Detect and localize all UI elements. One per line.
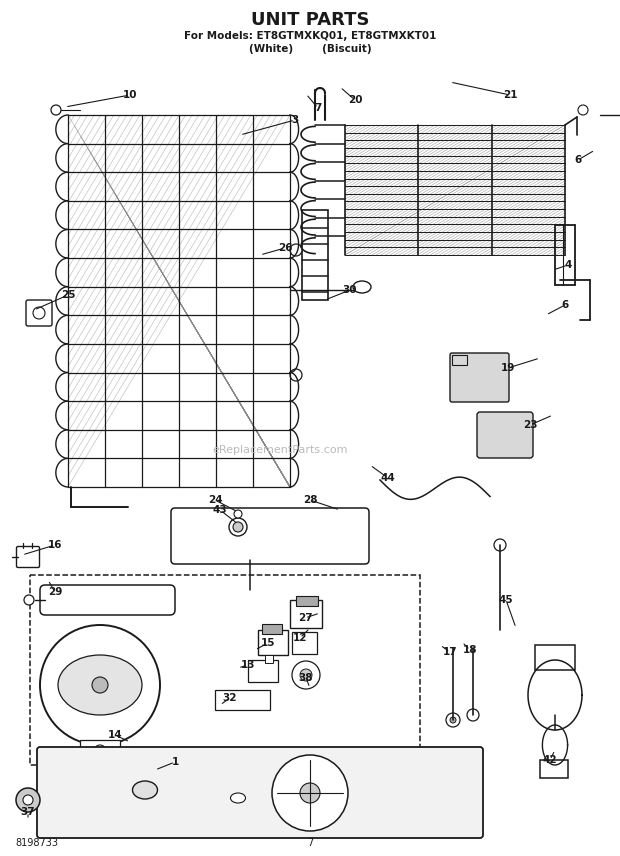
- Text: 29: 29: [48, 587, 62, 597]
- Text: 28: 28: [303, 495, 317, 505]
- Text: 32: 32: [223, 693, 237, 703]
- Circle shape: [23, 795, 33, 805]
- Circle shape: [292, 661, 320, 689]
- Text: 12: 12: [293, 633, 308, 643]
- FancyBboxPatch shape: [477, 412, 533, 458]
- Bar: [296, 596, 318, 606]
- Bar: [262, 624, 282, 634]
- Text: 26: 26: [278, 243, 292, 253]
- FancyBboxPatch shape: [171, 508, 369, 564]
- Ellipse shape: [58, 655, 142, 715]
- Bar: [80, 740, 120, 752]
- Text: 45: 45: [498, 595, 513, 605]
- Text: 8198733: 8198733: [15, 838, 58, 848]
- Text: 13: 13: [241, 660, 255, 670]
- Text: 6: 6: [574, 155, 582, 165]
- Bar: [265, 655, 273, 663]
- Text: 10: 10: [123, 90, 137, 100]
- Text: 24: 24: [208, 495, 223, 505]
- Circle shape: [229, 518, 247, 536]
- Bar: [452, 355, 467, 365]
- Text: 4: 4: [564, 260, 572, 270]
- Text: 7: 7: [314, 103, 322, 113]
- FancyBboxPatch shape: [450, 353, 509, 402]
- Text: 3: 3: [291, 115, 299, 125]
- Circle shape: [33, 307, 45, 319]
- Text: 15: 15: [261, 638, 275, 648]
- Circle shape: [290, 244, 302, 256]
- Circle shape: [467, 709, 479, 721]
- Text: 20: 20: [348, 95, 362, 105]
- Bar: [535, 645, 575, 670]
- Text: 1: 1: [171, 757, 179, 767]
- Circle shape: [446, 713, 460, 727]
- Text: 23: 23: [523, 420, 538, 430]
- Text: 27: 27: [298, 613, 312, 623]
- FancyBboxPatch shape: [26, 300, 52, 326]
- Circle shape: [51, 105, 61, 115]
- Ellipse shape: [231, 793, 246, 803]
- FancyBboxPatch shape: [40, 585, 175, 615]
- Text: For Models: ET8GTMXKQ01, ET8GTMXKT01: For Models: ET8GTMXKQ01, ET8GTMXKT01: [184, 31, 436, 41]
- Text: 21: 21: [503, 90, 517, 100]
- Bar: [30, 575, 420, 765]
- Text: 42: 42: [542, 755, 557, 765]
- Text: 37: 37: [20, 807, 35, 817]
- Bar: [258, 630, 288, 655]
- Circle shape: [40, 625, 160, 745]
- Ellipse shape: [133, 781, 157, 799]
- Bar: [292, 632, 317, 654]
- Text: 17: 17: [443, 647, 458, 657]
- Circle shape: [16, 788, 40, 812]
- Text: UNIT PARTS: UNIT PARTS: [250, 11, 370, 29]
- Bar: [540, 760, 568, 778]
- Bar: [215, 690, 270, 710]
- Text: 44: 44: [381, 473, 396, 483]
- Ellipse shape: [353, 281, 371, 293]
- Text: 18: 18: [463, 645, 477, 655]
- Text: 6: 6: [561, 300, 569, 310]
- Text: 43: 43: [213, 505, 228, 515]
- Circle shape: [450, 717, 456, 723]
- FancyBboxPatch shape: [17, 546, 40, 568]
- Circle shape: [494, 539, 506, 551]
- Bar: [248, 660, 278, 682]
- Circle shape: [24, 595, 34, 605]
- Text: 19: 19: [501, 363, 515, 373]
- Circle shape: [272, 755, 348, 831]
- Circle shape: [300, 783, 320, 803]
- Text: 38: 38: [299, 673, 313, 683]
- Circle shape: [578, 105, 588, 115]
- Text: 7: 7: [307, 838, 313, 848]
- Text: 16: 16: [48, 540, 62, 550]
- Circle shape: [92, 677, 108, 693]
- Text: 14: 14: [108, 730, 122, 740]
- Circle shape: [233, 522, 243, 532]
- Text: eReplacementParts.com: eReplacementParts.com: [212, 445, 348, 455]
- Circle shape: [234, 510, 242, 518]
- Text: 25: 25: [61, 290, 75, 300]
- Text: 30: 30: [343, 285, 357, 295]
- FancyBboxPatch shape: [37, 747, 483, 838]
- Text: (White)        (Biscuit): (White) (Biscuit): [249, 44, 371, 54]
- Circle shape: [94, 745, 106, 757]
- Circle shape: [290, 369, 302, 381]
- Circle shape: [300, 669, 312, 681]
- Bar: [290, 600, 322, 628]
- Bar: [302, 210, 328, 300]
